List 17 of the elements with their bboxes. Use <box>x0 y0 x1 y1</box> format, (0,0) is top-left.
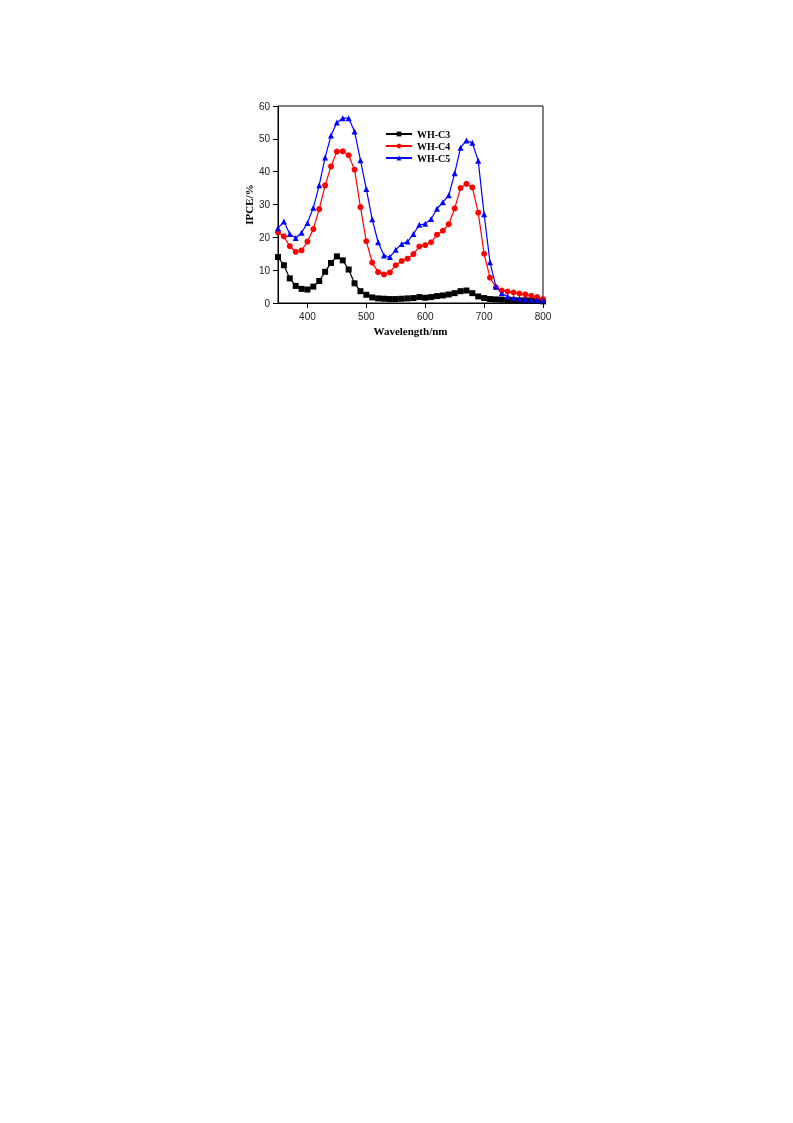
y-axis-title: IPCE/% <box>242 184 255 225</box>
x-tick-label: 400 <box>299 310 317 322</box>
y-tick-label: 0 <box>264 297 271 309</box>
y-tick-label: 60 <box>258 100 271 112</box>
y-tick-label: 50 <box>258 133 271 145</box>
y-tick-label: 20 <box>258 231 271 243</box>
x-axis-title: Wavelength/nm <box>373 325 448 338</box>
x-tick-label: 700 <box>475 310 493 322</box>
x-tick-label: 500 <box>357 310 376 322</box>
legend-label: WH-C5 <box>417 152 451 164</box>
y-tick-label: 10 <box>258 264 271 276</box>
x-tick-label: 800 <box>534 310 552 322</box>
y-tick-label: 40 <box>258 166 271 178</box>
legend-label: WH-C4 <box>417 140 451 152</box>
x-tick-label: 600 <box>416 310 434 322</box>
y-tick-label: 30 <box>258 199 271 210</box>
legend-label: WH-C3 <box>417 128 451 140</box>
